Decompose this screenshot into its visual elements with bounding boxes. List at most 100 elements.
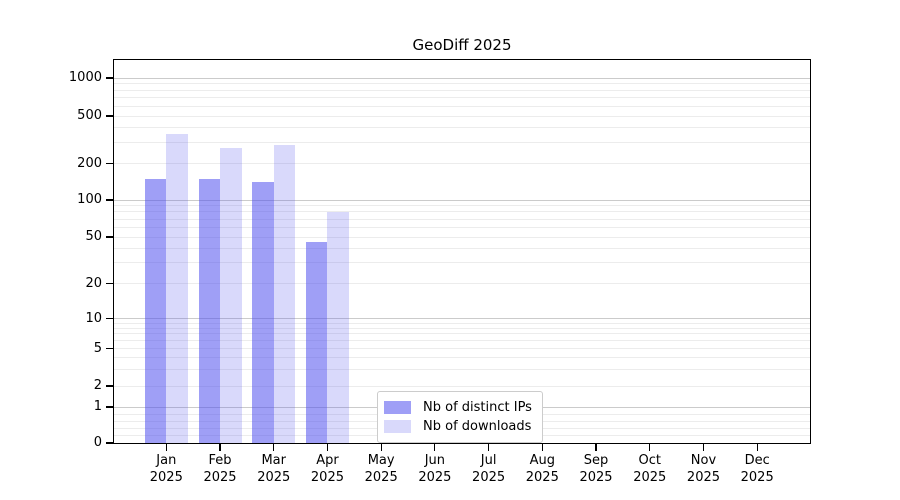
bar-downloads-feb	[220, 147, 242, 443]
y-tick	[106, 317, 113, 320]
x-tick	[541, 444, 543, 451]
plot-area	[113, 59, 811, 444]
x-tick-month: Jun	[424, 453, 446, 468]
x-tick	[702, 444, 705, 451]
x-tick-month: Aug	[529, 453, 555, 468]
x-tick-year: 2025	[686, 470, 721, 485]
y-tick-label: 1	[93, 399, 102, 414]
y-tick-label: 100	[77, 192, 102, 207]
minor-gridline	[114, 211, 810, 213]
minor-gridline	[114, 322, 810, 324]
x-tick-year: 2025	[203, 470, 237, 485]
y-tick-label: 10	[85, 310, 102, 326]
bar-distinct-ips-feb	[198, 178, 221, 443]
x-tick-label: Jul 2025	[461, 452, 517, 486]
minor-gridline	[114, 247, 810, 249]
x-tick-label: Oct 2025	[622, 452, 678, 486]
x-tick-label: Apr 2025	[299, 452, 355, 486]
bar-downloads-mar	[273, 145, 296, 443]
x-tick-month: Mar	[261, 453, 286, 468]
x-tick	[165, 444, 167, 451]
minor-gridline	[114, 218, 810, 220]
x-tick-label: Jun 2025	[407, 452, 463, 486]
x-tick	[273, 444, 275, 451]
y-tick	[106, 199, 113, 201]
x-tick-label: Nov 2025	[675, 452, 731, 486]
y-tick	[106, 406, 113, 408]
x-tick-year: 2025	[740, 470, 774, 485]
x-tick-year: 2025	[579, 470, 613, 485]
x-tick	[756, 444, 758, 451]
y-tick-label: 200	[77, 155, 102, 171]
y-tick	[106, 385, 113, 387]
x-tick-label: Mar 2025	[246, 452, 302, 486]
x-tick-label: Dec 2025	[729, 452, 785, 486]
minor-gridline	[114, 105, 810, 107]
x-tick-month: Nov	[690, 453, 717, 468]
minor-gridline	[114, 357, 810, 359]
x-tick-month: Sep	[583, 453, 609, 468]
y-tick-label: 0	[93, 435, 102, 450]
minor-gridline	[114, 83, 810, 85]
y-tick-label: 50	[85, 229, 102, 244]
minor-gridline	[114, 283, 810, 284]
legend-item-distinct-ips: Nb of distinct IPs	[384, 398, 538, 417]
legend-swatch-distinct-ips	[384, 401, 411, 414]
x-tick-month: Apr	[316, 453, 339, 468]
x-tick-month: Jul	[480, 453, 497, 468]
minor-gridline	[114, 368, 810, 370]
x-tick	[219, 444, 221, 451]
x-tick-label: Sep 2025	[568, 452, 624, 486]
minor-gridline	[114, 141, 810, 143]
major-gridline	[114, 199, 810, 201]
minor-gridline	[114, 205, 810, 207]
x-tick-year: 2025	[418, 470, 452, 485]
x-tick	[488, 444, 490, 451]
minor-gridline	[114, 333, 810, 335]
minor-gridline	[114, 385, 810, 387]
y-tick	[106, 236, 113, 238]
x-tick-label: May 2025	[353, 452, 409, 486]
y-tick-label: 5	[93, 340, 102, 356]
bar-downloads-jan	[166, 134, 188, 443]
minor-gridline	[114, 127, 810, 129]
x-tick-month: Feb	[208, 453, 232, 468]
x-tick	[326, 444, 329, 451]
x-tick-label: Feb 2025	[192, 452, 248, 486]
legend-label-downloads: Nb of downloads	[423, 419, 532, 434]
y-tick	[106, 442, 113, 444]
x-tick-month: Dec	[744, 453, 770, 468]
minor-gridline	[114, 327, 810, 329]
y-tick-label: 20	[85, 275, 102, 291]
major-gridline	[114, 77, 810, 79]
minor-gridline	[114, 236, 810, 238]
minor-gridline	[114, 115, 810, 117]
legend-label-distinct-ips: Nb of distinct IPs	[423, 400, 532, 415]
x-tick-month: Oct	[638, 453, 661, 468]
minor-gridline	[114, 97, 810, 99]
minor-gridline	[114, 340, 810, 342]
y-tick	[106, 115, 113, 117]
bar-downloads-apr	[327, 211, 349, 443]
y-tick-label: 500	[77, 108, 102, 123]
y-tick-label: 1000	[68, 70, 102, 85]
minor-gridline	[114, 262, 810, 264]
legend-item-downloads: Nb of downloads	[384, 417, 538, 436]
x-tick	[649, 444, 651, 451]
x-tick-label: Aug 2025	[514, 452, 570, 486]
x-tick-label: Jan 2025	[138, 452, 194, 486]
y-tick	[106, 282, 113, 285]
y-tick	[106, 162, 113, 165]
x-tick	[434, 444, 436, 451]
x-tick-year: 2025	[310, 470, 344, 485]
x-tick-year: 2025	[525, 470, 559, 485]
minor-gridline	[114, 226, 810, 228]
x-tick-month: May	[367, 453, 395, 468]
x-tick-year: 2025	[633, 470, 667, 485]
major-gridline	[114, 318, 810, 319]
y-tick	[106, 77, 113, 79]
bar-distinct-ips-jan	[144, 178, 167, 443]
x-tick	[595, 444, 597, 451]
x-tick	[380, 444, 382, 451]
minor-gridline	[114, 348, 810, 349]
